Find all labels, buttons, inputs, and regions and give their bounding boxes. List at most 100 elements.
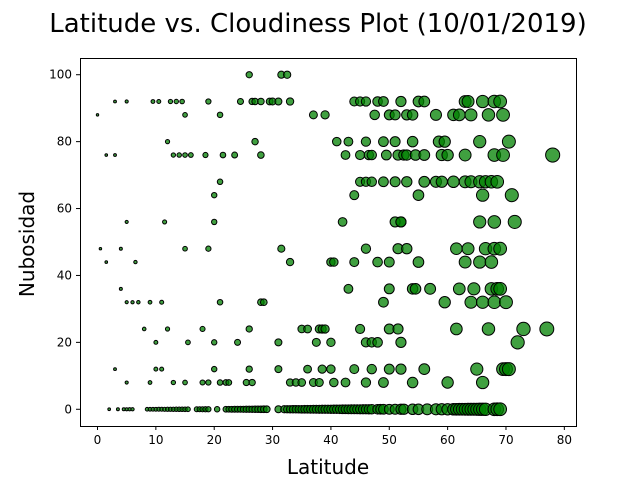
data-point (476, 189, 488, 201)
data-point (396, 337, 406, 347)
data-point (361, 244, 370, 253)
data-point (278, 245, 285, 252)
data-point (183, 380, 188, 385)
data-point (476, 95, 488, 107)
data-point (327, 365, 335, 373)
data-point (284, 71, 291, 78)
data-point (206, 407, 211, 412)
data-point (462, 243, 474, 255)
data-point (165, 327, 169, 331)
data-point (356, 150, 365, 159)
data-point (142, 327, 146, 331)
data-point (206, 99, 211, 104)
x-tick-label: 30 (265, 433, 280, 447)
data-point (200, 326, 205, 331)
data-point (419, 364, 430, 375)
data-point (367, 150, 376, 159)
data-point (148, 381, 152, 385)
data-point (476, 296, 488, 308)
data-point (131, 408, 134, 411)
data-point (226, 380, 232, 386)
data-point (203, 152, 208, 157)
data-point (116, 408, 119, 411)
data-point (212, 340, 217, 345)
data-point (384, 257, 394, 267)
y-axis: 0 20 40 60 80 100 (49, 68, 80, 417)
data-point (393, 324, 403, 334)
data-point (119, 287, 122, 290)
data-point (304, 365, 312, 373)
data-point (321, 111, 329, 119)
data-point (235, 339, 241, 345)
data-point (453, 283, 465, 295)
data-point (502, 135, 515, 148)
data-point (462, 96, 474, 108)
data-point (494, 282, 507, 295)
data-point (258, 152, 265, 159)
data-point (494, 95, 507, 108)
data-point (160, 300, 164, 304)
data-point (246, 366, 252, 372)
data-point (350, 258, 359, 267)
data-point (321, 325, 329, 333)
data-point (367, 177, 376, 186)
data-point (465, 109, 477, 121)
data-point (96, 114, 98, 116)
data-point (183, 246, 188, 251)
data-point (286, 98, 293, 105)
data-point (258, 98, 265, 105)
data-point (488, 296, 501, 309)
data-point (246, 326, 252, 332)
data-point (361, 97, 370, 106)
data-point (177, 153, 182, 158)
data-point (160, 367, 164, 371)
data-point (125, 220, 128, 223)
data-point (459, 149, 471, 161)
data-point (379, 378, 389, 388)
data-point (384, 364, 394, 374)
data-point (186, 340, 191, 345)
data-point (350, 191, 359, 200)
data-point (505, 189, 518, 202)
x-tick-label: 70 (498, 433, 513, 447)
data-point (344, 137, 353, 146)
data-point (453, 109, 465, 121)
data-point (474, 256, 486, 268)
y-tick-label: 80 (57, 135, 72, 149)
data-point (125, 301, 128, 304)
data-point (275, 339, 282, 346)
data-point (275, 98, 282, 105)
data-point (419, 96, 430, 107)
data-point (105, 261, 108, 264)
data-point (298, 379, 306, 387)
data-point (396, 96, 406, 106)
data-point (344, 284, 353, 293)
y-tick-label: 40 (57, 268, 72, 282)
data-point (482, 323, 494, 335)
x-tick-label: 20 (207, 433, 222, 447)
data-point (425, 283, 436, 294)
data-point (188, 153, 193, 158)
x-tick-label: 80 (557, 433, 572, 447)
data-point (419, 150, 430, 161)
data-point (183, 153, 188, 158)
data-point (465, 296, 477, 308)
data-point (275, 366, 282, 373)
data-point (471, 363, 483, 375)
data-point (125, 381, 128, 384)
data-point (476, 376, 488, 388)
data-point (367, 364, 376, 373)
data-point (390, 137, 400, 147)
data-point (200, 380, 205, 385)
data-point (474, 216, 486, 228)
data-point (330, 378, 338, 386)
data-point (327, 338, 335, 346)
y-tick-label: 100 (49, 68, 72, 82)
data-point (540, 322, 554, 336)
data-point (212, 219, 217, 224)
data-point (263, 406, 270, 413)
data-point (511, 336, 524, 349)
data-point (304, 325, 312, 333)
data-point (439, 297, 450, 308)
data-point (459, 256, 471, 268)
